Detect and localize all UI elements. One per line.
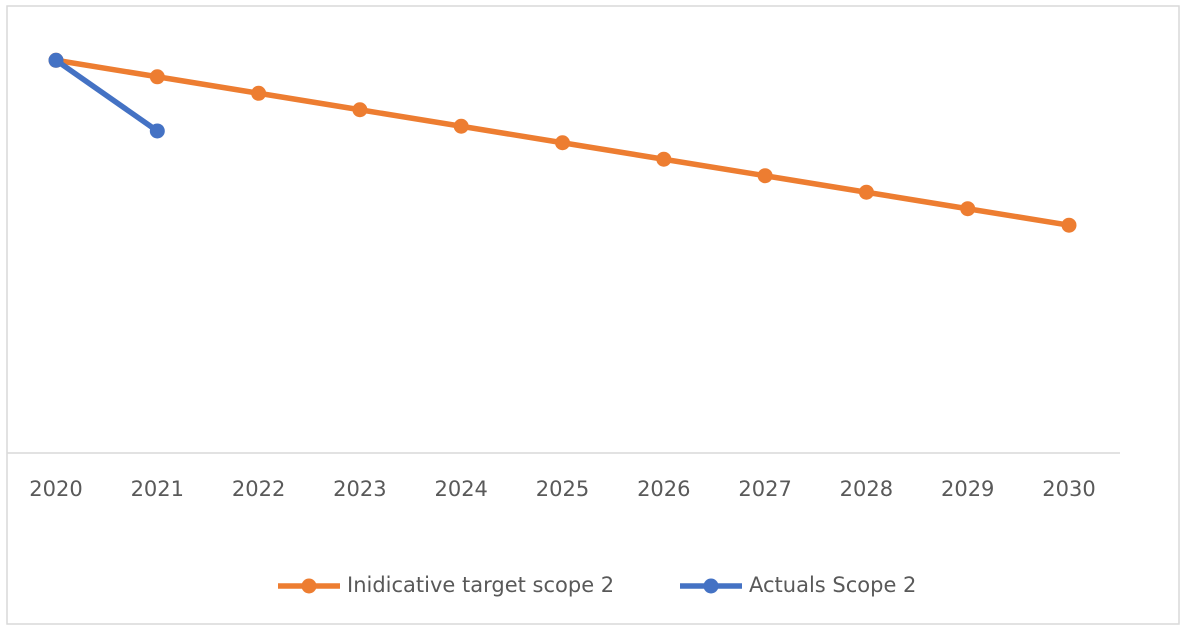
x-tick-label: 2025 (536, 477, 589, 501)
marker (453, 118, 469, 134)
x-tick-label: 2020 (29, 477, 82, 501)
x-tick-label: 2029 (941, 477, 994, 501)
marker (757, 168, 773, 184)
x-tick-label: 2026 (637, 477, 690, 501)
x-tick-label: 2027 (738, 477, 791, 501)
x-tick-label: 2030 (1042, 477, 1095, 501)
marker (555, 135, 570, 151)
marker (251, 85, 267, 101)
x-tick-label: 2024 (434, 477, 487, 501)
marker (149, 69, 165, 85)
marker (1061, 217, 1077, 233)
legend-label: Inidicative target scope 2 (347, 573, 614, 597)
x-tick-label: 2028 (840, 477, 893, 501)
x-tick-label: 2022 (232, 477, 285, 501)
x-tick-label: 2023 (333, 477, 386, 501)
marker (352, 102, 368, 118)
marker (149, 123, 165, 139)
legend-marker (301, 578, 317, 594)
marker (656, 151, 672, 167)
legend-label: Actuals Scope 2 (749, 573, 916, 597)
chart-border (6, 5, 1180, 625)
marker (48, 52, 64, 68)
marker (960, 201, 976, 217)
series-line (53, 57, 161, 134)
x-tick-label: 2021 (131, 477, 184, 501)
legend-marker (703, 578, 719, 594)
marker (858, 184, 874, 200)
